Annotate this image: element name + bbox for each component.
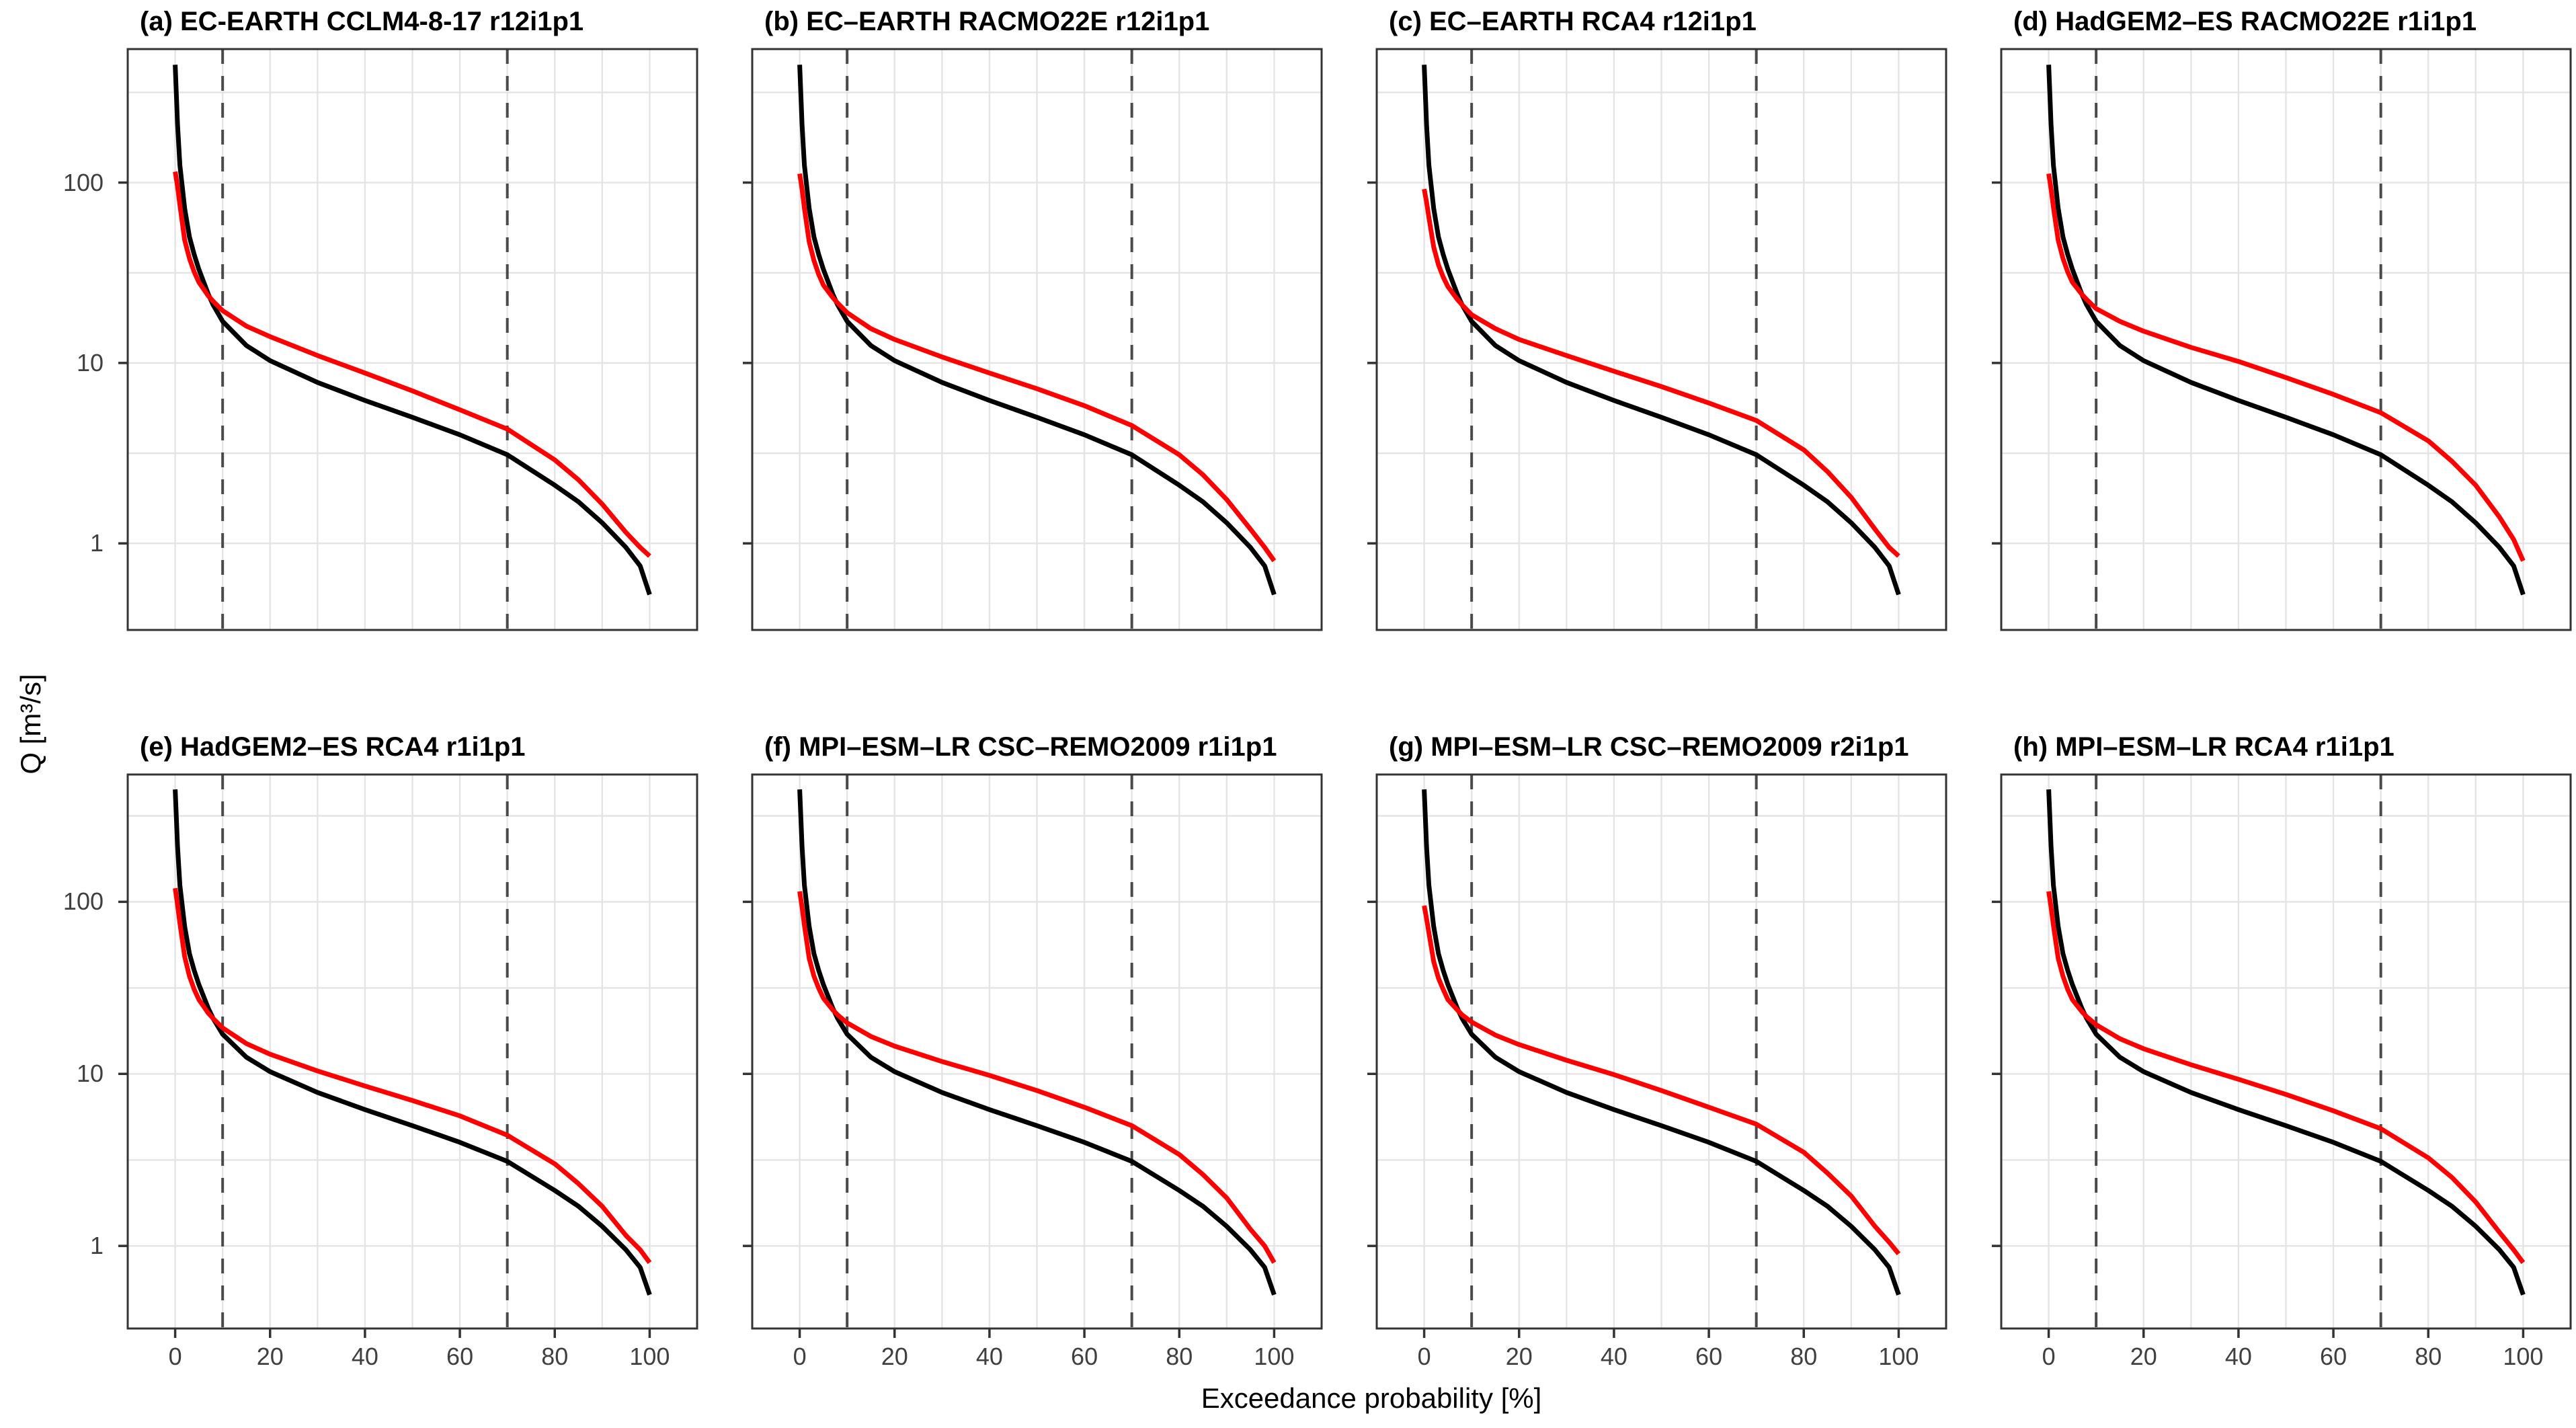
x-tick-label: 100	[629, 1343, 670, 1370]
x-tick-label: 20	[2130, 1343, 2157, 1370]
x-tick-label: 40	[351, 1343, 378, 1370]
x-tick-label: 40	[1600, 1343, 1627, 1370]
simulated-curve	[797, 891, 1277, 1264]
x-tick-label: 80	[1166, 1343, 1193, 1370]
panel-title-f: (f) MPI–ESM–LR CSC–REMO2009 r1i1p1	[764, 732, 1277, 762]
panel-border	[2000, 773, 2572, 1330]
panel-title-d: (d) HadGEM2–ES RACMO22E r1i1p1	[2013, 7, 2477, 36]
panel-e	[118, 773, 698, 1338]
panel-title-e: (e) HadGEM2–ES RCA4 r1i1p1	[140, 732, 526, 762]
plot-svg-a	[118, 48, 698, 631]
y-tick-label: 10	[76, 1060, 104, 1088]
x-axis-title: Exceedance probability [%]	[1201, 1382, 1542, 1414]
plot-svg-b	[743, 48, 1323, 631]
panel-border	[751, 48, 1323, 631]
panel-border	[751, 773, 1323, 1330]
x-tick-label: 100	[1878, 1343, 1919, 1370]
x-tick-label: 80	[2415, 1343, 2442, 1370]
simulated-curve	[173, 887, 652, 1265]
panel-title-g: (g) MPI–ESM–LR CSC–REMO2009 r2i1p1	[1389, 732, 1909, 762]
y-tick-label: 1	[89, 529, 104, 557]
panel-b	[743, 48, 1323, 631]
simulated-curve	[2046, 891, 2526, 1265]
simulated-curve	[173, 171, 651, 558]
panel-border	[1375, 48, 1947, 631]
panel-d	[1992, 48, 2572, 631]
x-tick-label: 20	[881, 1343, 908, 1370]
observed-curve	[2046, 789, 2526, 1296]
x-tick-label: 0	[793, 1343, 807, 1370]
simulated-curve	[2046, 173, 2526, 562]
simulated-curve	[1422, 188, 1900, 558]
gridlines	[2001, 49, 2571, 630]
x-tick-label: 60	[1695, 1343, 1723, 1370]
x-tick-label: 20	[256, 1343, 284, 1370]
y-tick-label: 1	[89, 1232, 104, 1260]
simulated-curve	[797, 173, 1277, 563]
y-axis-title: Q [m³/s]	[15, 674, 46, 775]
x-tick-label: 100	[2503, 1343, 2544, 1370]
plot-svg-h	[1992, 773, 2572, 1338]
y-tick-label: 100	[63, 168, 104, 196]
plot-svg-d	[1992, 48, 2572, 631]
panel-border	[2000, 48, 2572, 631]
y-tick-label: 100	[63, 887, 104, 916]
observed-curve	[797, 789, 1277, 1296]
panel-g	[1367, 773, 1947, 1338]
y-tick-label: 10	[76, 348, 104, 376]
panel-title-h: (h) MPI–ESM–LR RCA4 r1i1p1	[2013, 732, 2394, 762]
simulated-curve	[1422, 905, 1901, 1256]
plot-svg-f	[743, 773, 1323, 1338]
x-tick-label: 0	[2042, 1343, 2056, 1370]
x-tick-label: 60	[1071, 1343, 1098, 1370]
x-tick-label: 40	[2224, 1343, 2252, 1370]
plot-svg-c	[1367, 48, 1947, 631]
panel-border	[126, 773, 698, 1330]
panel-border	[126, 48, 698, 631]
panel-c	[1367, 48, 1947, 631]
x-tick-label: 0	[1417, 1343, 1431, 1370]
panel-f	[743, 773, 1323, 1338]
panel-a	[118, 48, 698, 631]
x-tick-label: 60	[2320, 1343, 2347, 1370]
observed-curve	[173, 789, 652, 1296]
x-tick-label: 40	[975, 1343, 1003, 1370]
x-tick-label: 0	[168, 1343, 182, 1370]
panel-h	[1992, 773, 2572, 1338]
panel-title-a: (a) EC-EARTH CCLM4-8-17 r12i1p1	[140, 7, 584, 36]
observed-curve	[173, 65, 652, 596]
observed-curve	[797, 65, 1277, 596]
x-tick-label: 100	[1254, 1343, 1295, 1370]
panel-title-c: (c) EC–EARTH RCA4 r12i1p1	[1389, 7, 1757, 36]
x-tick-label: 20	[1505, 1343, 1533, 1370]
x-tick-label: 80	[541, 1343, 569, 1370]
observed-curve	[1422, 789, 1901, 1296]
x-tick-label: 60	[446, 1343, 474, 1370]
observed-curve	[2046, 65, 2526, 596]
observed-curve	[1422, 65, 1901, 596]
panel-border	[1375, 773, 1947, 1330]
plot-svg-g	[1367, 773, 1947, 1338]
x-tick-label: 80	[1790, 1343, 1818, 1370]
panel-title-b: (b) EC–EARTH RACMO22E r12i1p1	[764, 7, 1210, 36]
plot-svg-e	[118, 773, 698, 1338]
